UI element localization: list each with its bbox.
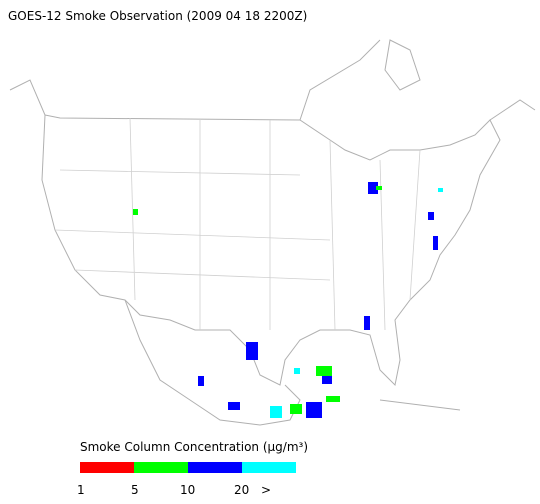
smoke <box>438 188 443 192</box>
smoke <box>316 366 332 376</box>
colorbar-label: 1 <box>77 483 85 497</box>
smoke <box>290 404 302 414</box>
colorbar-segment <box>80 462 134 473</box>
smoke <box>433 236 438 250</box>
smoke <box>270 406 282 418</box>
legend-title: Smoke Column Concentration (μg/m³) <box>80 440 308 454</box>
smoke <box>294 368 300 374</box>
smoke <box>198 376 204 386</box>
colorbar-label: > <box>261 483 271 497</box>
colorbar-label: 20 <box>234 483 249 497</box>
colorbar-label: 10 <box>180 483 195 497</box>
smoke <box>368 182 378 194</box>
smoke <box>364 316 370 330</box>
smoke <box>428 212 434 220</box>
map-title: GOES-12 Smoke Observation (2009 04 18 22… <box>8 9 307 23</box>
colorbar-segment <box>242 462 296 473</box>
smoke <box>228 402 240 410</box>
colorbar-segment <box>188 462 242 473</box>
base-map <box>9 39 536 426</box>
smoke <box>133 209 138 215</box>
smoke <box>322 376 332 384</box>
smoke-pixels <box>133 182 443 418</box>
smoke <box>376 186 382 190</box>
colorbar-segment <box>134 462 188 473</box>
smoke <box>246 342 258 360</box>
smoke <box>326 396 340 402</box>
colorbar-label: 5 <box>131 483 139 497</box>
smoke <box>306 402 322 418</box>
